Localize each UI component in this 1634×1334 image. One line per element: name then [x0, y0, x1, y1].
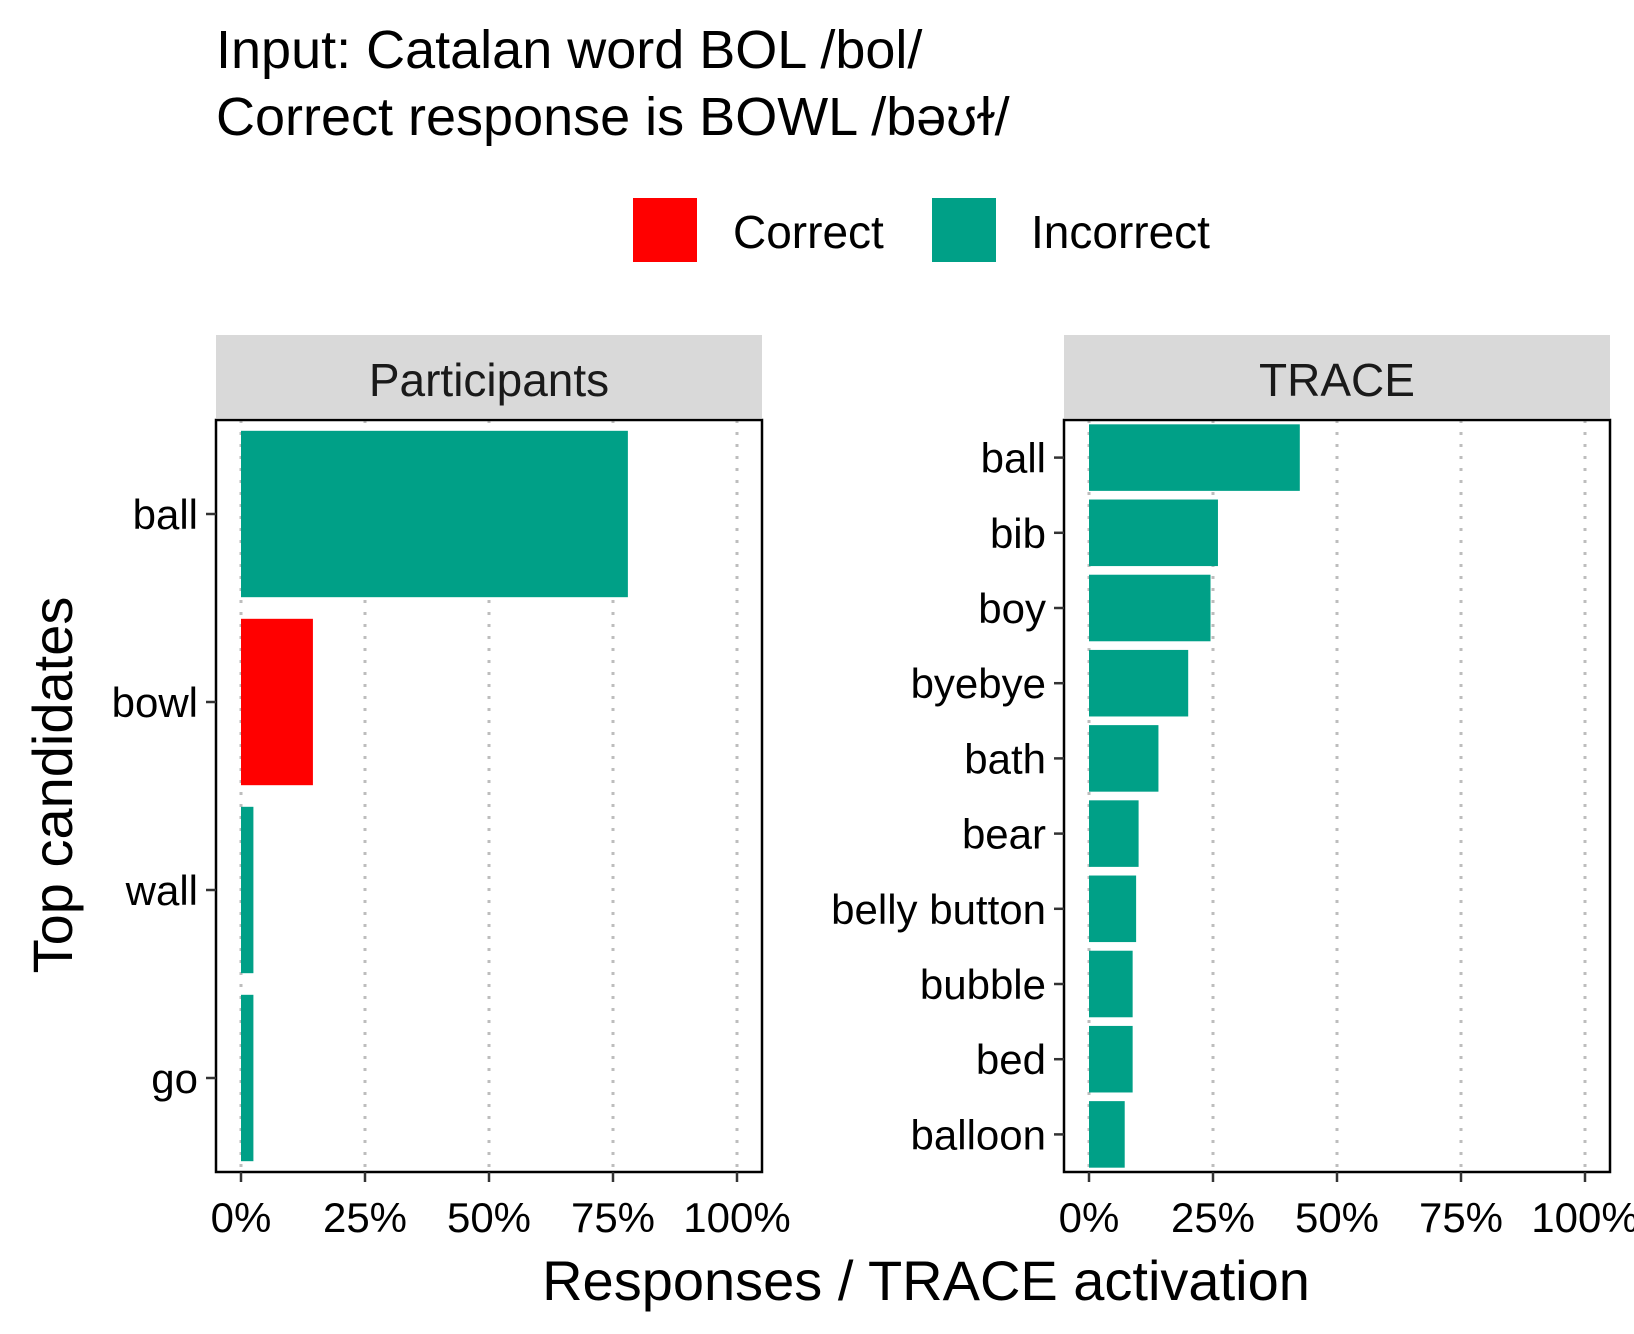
y-tick-label: bed [976, 1036, 1046, 1083]
y-axis-title: Top candidates [21, 597, 84, 974]
legend-key-correct [633, 198, 697, 262]
y-tick-label: belly button [831, 886, 1046, 933]
y-tick-label: balloon [911, 1111, 1046, 1158]
chart-title-line2: Correct response is BOWL /bəʊɫ/ [216, 87, 1010, 147]
x-tick-label: 0% [1059, 1194, 1120, 1241]
panel-trace: TRACE 0% 25% 50% 75% 100% ball bib boy byebye bat… [831, 335, 1634, 1241]
x-axis-title: Responses / TRACE activation [542, 1249, 1310, 1312]
y-tick-label: bib [990, 510, 1046, 557]
y-tick-label: go [151, 1055, 198, 1102]
y-tick-label: bear [962, 811, 1046, 858]
y-tick-label: ball [133, 491, 198, 538]
bar [1089, 649, 1189, 717]
x-tick-label: 75% [1419, 1194, 1503, 1241]
y-tick-label: bowl [112, 679, 198, 726]
bar [241, 618, 313, 786]
y-tick-label: boy [978, 585, 1046, 632]
bar [1089, 725, 1159, 792]
bar [1089, 950, 1133, 1018]
y-tick-label: ball [981, 435, 1046, 482]
bar [1089, 1101, 1125, 1168]
strip-trace [1064, 335, 1610, 418]
chart-title-line1: Input: Catalan word BOL /bol/ [216, 20, 922, 80]
strip-label-trace: TRACE [1259, 354, 1415, 406]
legend-label-correct: Correct [733, 206, 884, 258]
bar [1089, 800, 1139, 867]
legend: Correct Incorrect [633, 198, 1210, 262]
y-tick-label: byebye [911, 660, 1046, 707]
bar [1089, 1025, 1133, 1093]
x-tick-label: 50% [447, 1194, 531, 1241]
bar [241, 994, 254, 1162]
bar [1089, 499, 1218, 567]
x-tick-label: 50% [1295, 1194, 1379, 1241]
bar [1089, 875, 1137, 943]
bar [241, 430, 628, 598]
legend-key-incorrect [932, 198, 996, 262]
x-tick-label: 25% [1171, 1194, 1255, 1241]
panel-participants: Participants 0% 25% 50% 75% 100% ball bowl wall… [112, 335, 791, 1241]
bar [1089, 424, 1300, 491]
x-tick-label: 75% [571, 1194, 655, 1241]
y-tick-label: bubble [920, 961, 1046, 1008]
bar [241, 806, 254, 974]
x-tick-label: 100% [683, 1194, 790, 1241]
bar [1089, 574, 1211, 642]
strip-participants [216, 335, 762, 418]
x-tick-label: 25% [323, 1194, 407, 1241]
strip-label-participants: Participants [369, 354, 609, 406]
x-tick-label: 100% [1531, 1194, 1634, 1241]
x-tick-label: 0% [211, 1194, 272, 1241]
y-tick-label: wall [125, 867, 198, 914]
y-tick-label: bath [964, 735, 1046, 782]
legend-label-incorrect: Incorrect [1031, 206, 1210, 258]
